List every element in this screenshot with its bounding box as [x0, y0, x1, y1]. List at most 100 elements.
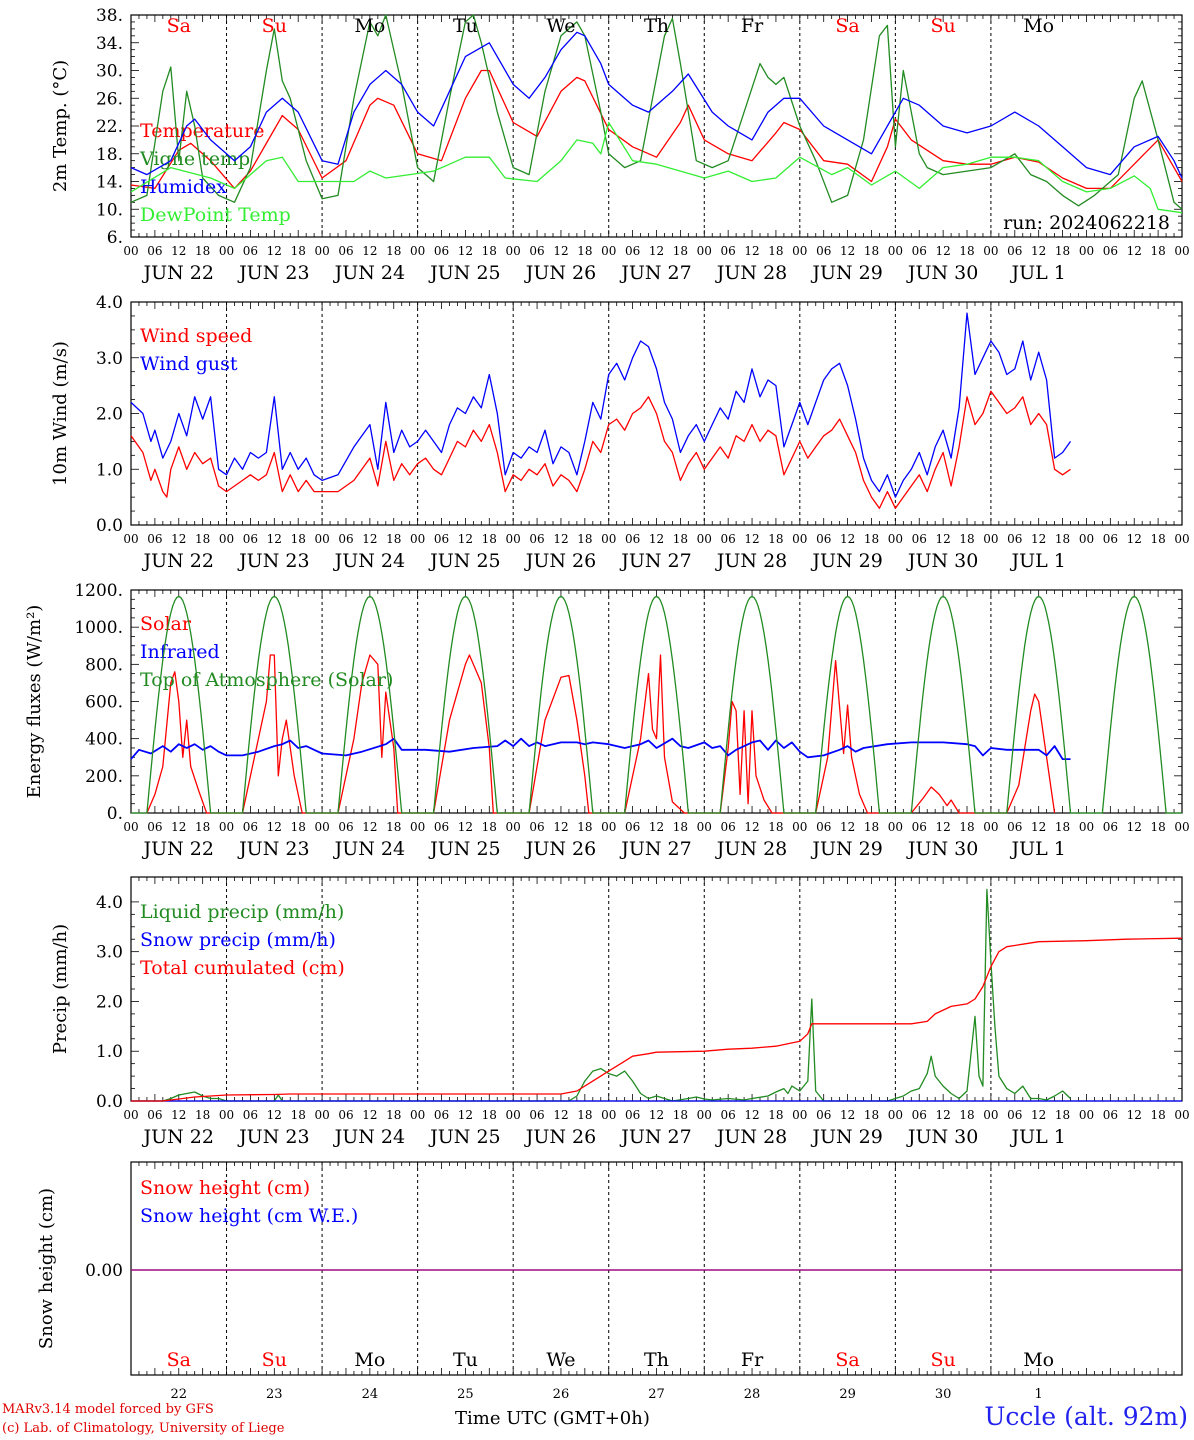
date-label: JUN 28 — [715, 550, 787, 572]
day-name-top: Su — [931, 15, 956, 37]
y-tick-label: 14. — [96, 173, 123, 193]
hour-tick-label: 12 — [935, 1108, 950, 1122]
hour-tick-label: 00 — [792, 820, 807, 834]
date-label: JUN 28 — [715, 1126, 787, 1148]
hour-tick-label: 00 — [314, 820, 329, 834]
hour-tick-label: 06 — [1103, 532, 1118, 546]
legend-entry: Liquid precip (mm/h) — [140, 901, 344, 923]
hour-tick-label: 06 — [147, 532, 162, 546]
hour-tick-label: 18 — [482, 244, 497, 258]
date-label: JUN 29 — [810, 262, 882, 284]
hour-tick-label: 00 — [410, 244, 425, 258]
date-label: JUN 30 — [906, 838, 978, 860]
y-tick-label: 30. — [96, 62, 123, 82]
date-label: JUL 1 — [1009, 838, 1065, 860]
hour-tick-label: 00 — [506, 532, 521, 546]
hour-tick-label: 06 — [816, 820, 831, 834]
y-axis-label: 10m Wind (m/s) — [50, 341, 71, 486]
hour-tick-label: 18 — [386, 820, 401, 834]
hour-tick-label: 00 — [888, 244, 903, 258]
hour-tick-label: 18 — [195, 244, 210, 258]
day-name-top: We — [546, 15, 575, 37]
y-tick-label: 0.00 — [85, 1261, 123, 1281]
hour-tick-label: 18 — [1055, 244, 1070, 258]
y-tick-label: 1000. — [74, 618, 123, 638]
hour-tick-label: 12 — [362, 244, 377, 258]
date-label: JUN 24 — [333, 838, 405, 860]
date-label: JUN 29 — [810, 550, 882, 572]
day-name-bottom: Mo — [354, 1349, 385, 1371]
hour-tick-label: 18 — [291, 244, 306, 258]
y-tick-label: 3.0 — [96, 943, 123, 963]
y-tick-label: 0.0 — [96, 1092, 123, 1112]
hour-tick-label: 18 — [1055, 1108, 1070, 1122]
legend-entry: Temperature — [140, 120, 264, 142]
legend-entry: Total cumulated (cm) — [140, 957, 345, 979]
hour-tick-label: 00 — [506, 1108, 521, 1122]
hour-tick-label: 18 — [768, 244, 783, 258]
date-label: JUN 23 — [237, 838, 309, 860]
hour-tick-label: 18 — [768, 532, 783, 546]
hour-tick-label: 06 — [147, 820, 162, 834]
hour-tick-label: 12 — [267, 532, 282, 546]
lab-credit: (c) Lab. of Climatology, University of L… — [2, 1421, 285, 1436]
hour-tick-label: 18 — [959, 244, 974, 258]
hour-tick-label: 18 — [291, 820, 306, 834]
hour-tick-label: 12 — [935, 820, 950, 834]
hour-tick-label: 06 — [243, 244, 258, 258]
hour-tick-label: 00 — [314, 244, 329, 258]
hour-tick-label: 12 — [553, 532, 568, 546]
hour-tick-label: 18 — [386, 244, 401, 258]
hour-tick-label: 00 — [601, 532, 616, 546]
hour-tick-label: 00 — [983, 244, 998, 258]
hour-tick-label: 00 — [123, 1108, 138, 1122]
hour-tick-label: 06 — [243, 820, 258, 834]
date-label: JUN 28 — [715, 262, 787, 284]
hour-tick-label: 12 — [1031, 532, 1046, 546]
hour-tick-label: 00 — [1079, 820, 1094, 834]
hour-tick-label: 00 — [697, 532, 712, 546]
date-label: JUN 23 — [237, 550, 309, 572]
day-name-bottom: Sa — [167, 1349, 191, 1371]
y-tick-label: 38. — [96, 6, 123, 26]
hour-tick-label: 00 — [219, 820, 234, 834]
hour-tick-label: 06 — [434, 532, 449, 546]
hour-tick-label: 06 — [338, 1108, 353, 1122]
hour-tick-label: 06 — [816, 1108, 831, 1122]
date-label: JUL 1 — [1009, 550, 1065, 572]
legend-entry: Top of Atmosphere (Solar) — [140, 669, 393, 691]
y-tick-label: 1.0 — [96, 460, 123, 480]
day-name-bottom: Fr — [741, 1349, 764, 1371]
hour-tick-label: 18 — [673, 1108, 688, 1122]
hour-tick-label: 00 — [410, 532, 425, 546]
hour-tick-label: 00 — [1174, 1108, 1189, 1122]
hour-tick-label: 12 — [1031, 820, 1046, 834]
hour-tick-label: 00 — [1079, 532, 1094, 546]
y-tick-label: 400. — [85, 730, 123, 750]
hour-tick-label: 06 — [529, 532, 544, 546]
y-axis-label: 2m Temp. (°C) — [50, 60, 71, 192]
hour-tick-label: 18 — [482, 1108, 497, 1122]
hour-tick-label: 00 — [410, 820, 425, 834]
hour-tick-label: 12 — [840, 532, 855, 546]
hour-tick-label: 06 — [529, 1108, 544, 1122]
day-number-bottom: 30 — [935, 1387, 952, 1402]
hour-tick-label: 18 — [673, 820, 688, 834]
date-label: JUN 26 — [524, 1126, 596, 1148]
legend-entry: Snow height (cm) — [140, 1177, 310, 1199]
hour-tick-label: 06 — [625, 244, 640, 258]
date-label: JUN 30 — [906, 1126, 978, 1148]
hour-tick-label: 12 — [649, 244, 664, 258]
hour-tick-label: 12 — [744, 1108, 759, 1122]
hour-tick-label: 18 — [864, 1108, 879, 1122]
legend-entry: Wind gust — [140, 353, 238, 375]
hour-tick-label: 06 — [912, 244, 927, 258]
hour-tick-label: 06 — [721, 244, 736, 258]
hour-tick-label: 18 — [386, 532, 401, 546]
date-label: JUN 23 — [237, 262, 309, 284]
y-tick-label: 800. — [85, 655, 123, 675]
hour-tick-label: 18 — [1150, 1108, 1165, 1122]
day-name-bottom: Mo — [1023, 1349, 1054, 1371]
day-number-bottom: 24 — [362, 1387, 379, 1402]
